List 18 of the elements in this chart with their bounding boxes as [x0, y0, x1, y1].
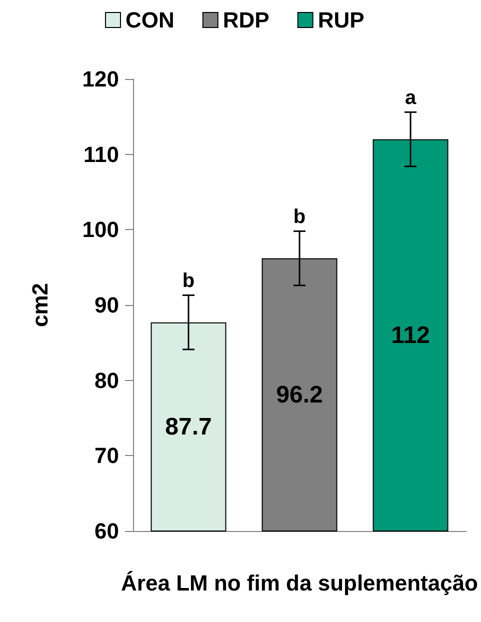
- legend-label: CON: [126, 8, 174, 32]
- legend-label: RUP: [318, 8, 364, 32]
- annotation: b: [293, 206, 306, 228]
- x-axis-title: Área LM no fim da suplementação: [121, 570, 478, 596]
- y-tick-label: 80: [94, 368, 119, 393]
- annotation: a: [404, 87, 417, 110]
- y-tick-label: 120: [82, 66, 119, 92]
- y-tick-label: 60: [94, 518, 119, 544]
- y-axis-title: cm2: [28, 282, 52, 328]
- legend-label: RDP: [222, 8, 270, 32]
- y-tick-label: 70: [94, 443, 119, 468]
- y-tick-label: 90: [94, 292, 119, 318]
- data-label: 96.2: [276, 381, 323, 408]
- y-tick-label: 110: [84, 142, 119, 167]
- data-label: 87.7: [165, 413, 212, 440]
- y-tick-label: 100: [82, 217, 119, 242]
- data-label: 112: [391, 322, 430, 349]
- annotation: b: [182, 270, 195, 292]
